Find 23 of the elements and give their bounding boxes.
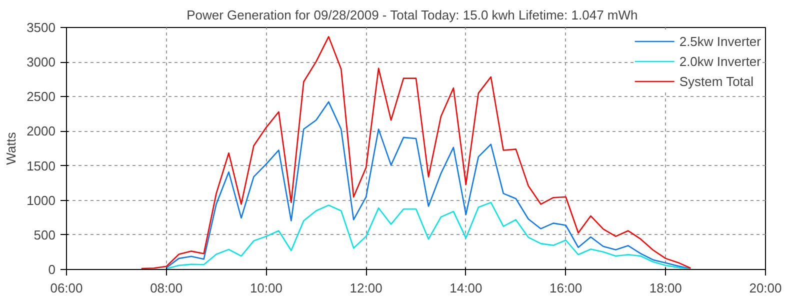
x-tick-label: 18:00 [649,280,682,296]
legend-label: 2.5kw Inverter [679,34,761,48]
x-tick-label: 06:00 [50,280,83,296]
y-tick-label: 0 [48,262,56,277]
y-tick-label: 1000 [26,192,56,208]
y-tick-label: 3000 [26,54,56,70]
y-axis-title: Watts [4,132,19,165]
y-tick-label: 2000 [26,124,56,139]
x-tick-label: 16:00 [550,280,582,296]
x-tick-label: 10:00 [250,280,282,296]
y-tick-label: 2500 [26,89,56,104]
line-series [166,101,692,270]
legend-label: System Total [679,74,754,88]
x-tick-label: 20:00 [749,280,782,296]
x-tick-label: 14:00 [450,280,482,296]
line-series [166,202,692,270]
y-tick-label: 500 [34,227,56,242]
x-tick-label: 08:00 [150,280,183,296]
x-tick-label: 12:00 [350,280,382,296]
legend-label: 2.0kw Inverter [679,54,761,68]
y-tick-label: 1500 [26,158,56,174]
chart-title: Power Generation for 09/28/2009 - Total Today: 15.0 kwh Lifetime: 1.047 mWh [186,8,638,22]
y-tick-label: 3500 [26,20,56,35]
